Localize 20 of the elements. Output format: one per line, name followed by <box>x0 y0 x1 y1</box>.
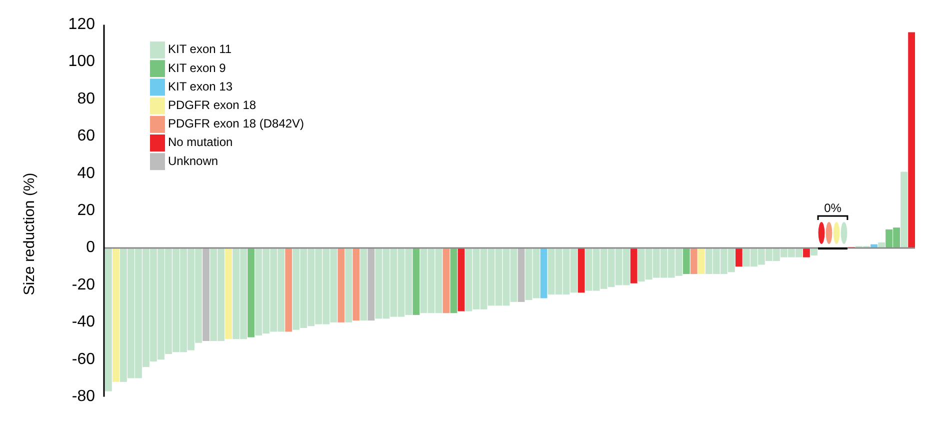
legend-label: No mutation <box>168 135 233 150</box>
legend-label: PDGFR exon 18 <box>168 98 256 112</box>
legend-label: KIT exon 13 <box>168 79 233 94</box>
legend-label: PDGFR exon 18 (D842V) <box>168 116 304 131</box>
legend-label: KIT exon 9 <box>168 60 226 75</box>
y-tick-label: 40 <box>77 164 96 182</box>
y-tick-label: 100 <box>68 53 96 70</box>
y-tick-label: -80 <box>72 388 96 406</box>
y-tick-label: 0 <box>86 239 96 256</box>
y-tick-label: -20 <box>72 276 96 294</box>
annotation: 0% <box>824 201 842 215</box>
y-axis-title: Size reduction (%) <box>20 172 38 296</box>
y-tick-label: 80 <box>77 90 96 108</box>
legend-label: Unknown <box>168 154 218 168</box>
y-tick-label: -40 <box>72 314 96 331</box>
y-tick-label: 20 <box>77 202 96 220</box>
y-tick-label: 60 <box>77 128 96 145</box>
y-tick-label: 120 <box>68 16 96 34</box>
legend-label: KIT exon 11 <box>168 42 232 56</box>
y-tick-label: -60 <box>72 350 96 368</box>
